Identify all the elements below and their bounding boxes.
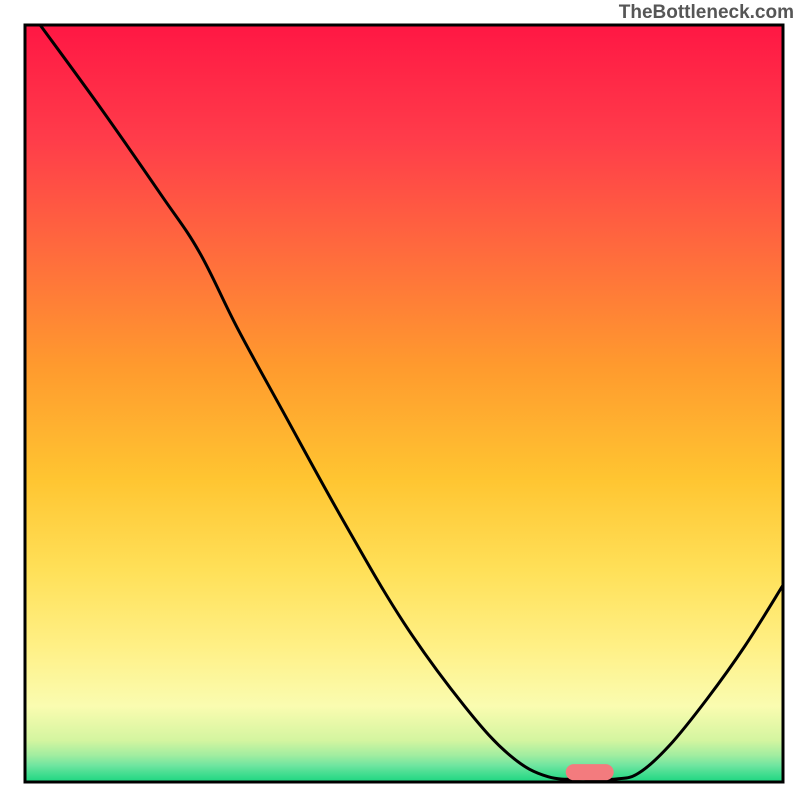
chart-background (25, 25, 783, 782)
bottleneck-curve-chart (0, 0, 800, 800)
watermark-text: TheBottleneck.com (619, 2, 794, 24)
optimal-marker (566, 764, 614, 780)
